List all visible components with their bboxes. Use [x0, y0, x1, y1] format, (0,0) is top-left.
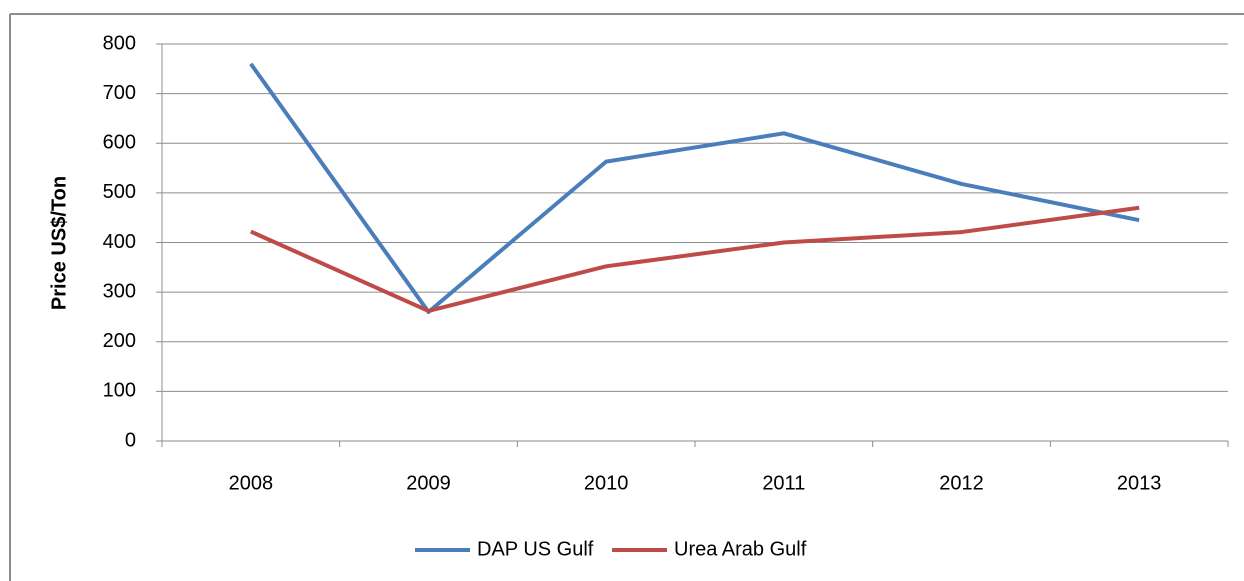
y-tick-label: 200: [103, 330, 136, 352]
x-tick-label: 2010: [584, 472, 629, 494]
x-tick-label: 2011: [762, 472, 805, 494]
x-tick-label: 2009: [406, 472, 451, 494]
y-tick-label: 800: [103, 32, 136, 54]
y-tick-label: 700: [103, 82, 136, 104]
x-tick-label: 2012: [939, 472, 984, 494]
y-tick-label: 400: [103, 231, 136, 253]
x-tick-label: 2013: [1117, 472, 1162, 494]
y-tick-label: 600: [103, 132, 136, 154]
y-tick-label: 500: [103, 181, 136, 203]
y-tick-label: 100: [103, 380, 136, 402]
y-axis-label: Price US$/Ton: [48, 176, 70, 310]
x-tick-label: 2008: [229, 472, 274, 494]
series-line: [249, 62, 1140, 314]
y-tick-label: 300: [103, 280, 136, 302]
legend-label: DAP US Gulf: [477, 538, 594, 560]
y-tick-label: 0: [125, 429, 136, 451]
series-line: [250, 205, 1140, 313]
legend-label: Urea Arab Gulf: [674, 538, 807, 560]
